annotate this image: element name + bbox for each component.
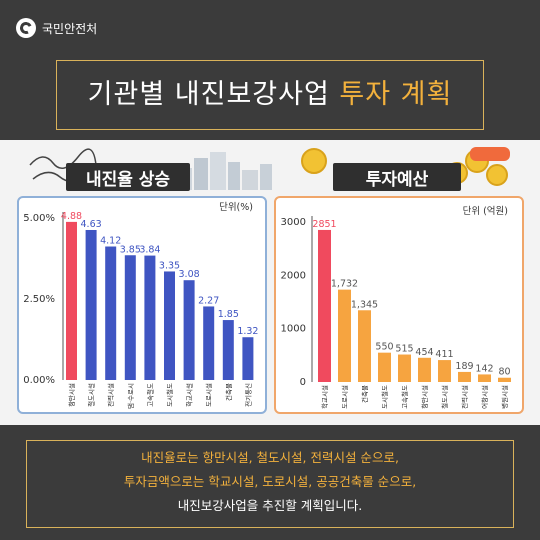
bar-value-label: 515	[395, 344, 413, 355]
y-tick-label: 2.50%	[23, 294, 55, 305]
bar	[318, 229, 331, 382]
header: 국민안전처 기관별 내진보강사업 투자 계획	[0, 0, 540, 140]
y-tick-label: 3000	[281, 217, 306, 228]
right-chart-panel: 단위 (억원) 3000 2000 1000 0 2851 학교시설 1,732 도로시설 1,3…	[274, 196, 524, 414]
bar	[203, 306, 215, 380]
bar-value-label: 2.27	[198, 295, 219, 306]
left-chart-title: 내진율 상승	[66, 163, 190, 191]
bar-value-label: 4.88	[61, 211, 82, 222]
bar	[105, 246, 117, 380]
x-category-label: 항만시설	[420, 385, 429, 409]
y-tick-label: 0.00%	[23, 375, 55, 386]
bar-value-label: 3.84	[139, 245, 160, 256]
ministry-logo: 국민안전처	[16, 18, 97, 38]
x-category-label: 전력시설	[106, 383, 115, 407]
bar-value-label: 454	[415, 347, 433, 358]
bar-value-label: 2851	[312, 219, 336, 230]
bar	[164, 271, 175, 380]
bar	[66, 221, 77, 380]
x-category-label: 도로시설	[205, 383, 213, 407]
coins-decoration	[301, 147, 510, 186]
ministry-name: 국민안전처	[42, 21, 98, 36]
x-category-label: 철도시설	[440, 385, 449, 409]
x-category-label: 학교시설	[320, 385, 329, 409]
bar	[378, 352, 391, 382]
x-category-label: 도시철도	[380, 385, 389, 409]
title-frame	[56, 60, 484, 130]
summary-line-3: 내진보강사업을 추진할 계획입니다.	[177, 498, 363, 513]
x-category-label: 고속철도	[145, 383, 154, 407]
bar-value-label: 550	[375, 342, 393, 353]
bar	[222, 320, 234, 380]
y-tick-label: 0	[300, 377, 306, 388]
footer-frame	[26, 440, 514, 528]
bar	[498, 377, 511, 382]
bar-value-label: 1.32	[237, 326, 258, 337]
investment-budget-chart: 단위 (억원) 3000 2000 1000 0 2851 학교시설 1,732 도로시설 1,3…	[281, 205, 511, 409]
bar-value-label: 1.85	[218, 309, 239, 320]
retrofit-rate-chart: 단위(%) 5.00% 2.50% 0.00% 4.88 항만시설 4.63 철도시설 4.12…	[23, 201, 258, 409]
y-tick-label: 2000	[281, 270, 306, 281]
bar	[124, 255, 136, 380]
bar-value-label: 4.12	[100, 236, 121, 247]
left-chart-panel: 단위(%) 5.00% 2.50% 0.00% 4.88 항만시설 4.63 철도시설 4.12…	[17, 196, 267, 414]
chart-unit-label: 단위(%)	[219, 201, 253, 213]
bar-value-label: 4.63	[81, 219, 102, 230]
x-category-label: 도로시설	[341, 385, 349, 409]
bar-value-label: 3.85	[120, 244, 141, 255]
x-category-label: 전기통신	[243, 383, 252, 407]
bar	[242, 337, 254, 380]
x-category-label: 고속철도	[400, 385, 409, 409]
bar-value-label: 189	[455, 361, 473, 372]
page-title: 기관별 내진보강사업 투자 계획	[87, 79, 453, 110]
bar-value-label: 3.35	[159, 260, 180, 271]
y-tick-label: 1000	[281, 324, 306, 335]
bar	[478, 374, 491, 382]
summary-line-1: 내진율로는 항만시설, 철도시설, 전력시설 순으로,	[141, 450, 399, 465]
x-category-label: 전력시설	[460, 385, 469, 409]
bar-value-label: 1,345	[351, 299, 378, 310]
bar	[398, 354, 411, 382]
bar	[418, 357, 431, 382]
x-category-label: 도시철도	[165, 383, 174, 407]
bar-value-label: 80	[498, 367, 510, 378]
bar-value-label: 142	[475, 363, 493, 374]
bar	[358, 310, 371, 382]
bar	[85, 229, 97, 380]
taegeuk-logo-icon	[16, 18, 36, 38]
x-category-label: 어항시설	[480, 385, 489, 409]
x-category-label: 병원시설	[500, 385, 509, 409]
x-category-label: 철도시설	[87, 383, 96, 407]
x-category-label: 건축물	[224, 383, 233, 401]
bar-value-label: 1,732	[331, 279, 358, 290]
summary-line-2: 투자금액으로는 학교시설, 도로시설, 공공건축물 순으로,	[123, 474, 417, 489]
footer: 내진율로는 항만시설, 철도시설, 전력시설 순으로, 투자금액으로는 학교시설…	[0, 425, 540, 540]
bar-value-label: 3.08	[179, 269, 200, 280]
bar	[458, 371, 471, 382]
x-category-label: 항만시설	[67, 383, 76, 407]
x-category-label: 건축물	[360, 385, 369, 403]
bar	[144, 255, 156, 380]
x-category-label: 댐·수로시	[126, 383, 135, 409]
bar	[438, 360, 451, 382]
bar	[183, 280, 195, 380]
x-category-label: 학교시설	[185, 383, 194, 407]
y-tick-label: 5.00%	[23, 213, 55, 224]
bar-value-label: 411	[435, 349, 453, 360]
chart-unit-label: 단위 (억원)	[463, 205, 508, 217]
bar	[338, 289, 351, 382]
right-chart-title: 투자예산	[333, 163, 461, 191]
